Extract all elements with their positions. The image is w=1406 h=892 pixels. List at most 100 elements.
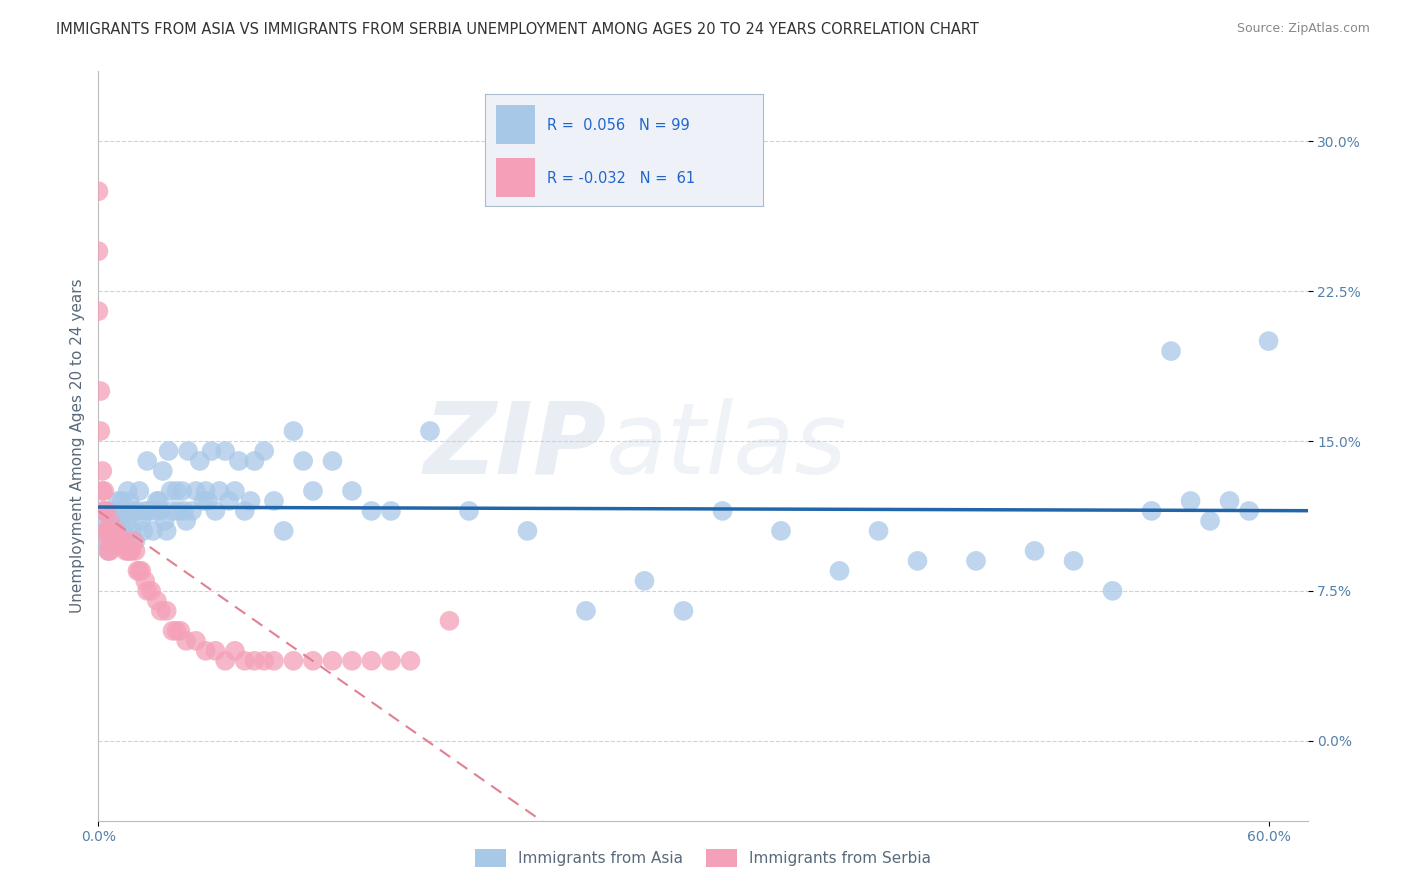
- Point: [121, 524, 143, 538]
- Point: [107, 533, 129, 548]
- Point: [1257, 334, 1279, 348]
- Point: [124, 533, 146, 548]
- Point: [112, 533, 135, 548]
- Point: [103, 504, 125, 518]
- Point: [321, 454, 343, 468]
- Point: [118, 494, 141, 508]
- Point: [142, 524, 165, 538]
- Point: [224, 483, 246, 498]
- Point: [107, 524, 129, 538]
- Point: [174, 633, 197, 648]
- Point: [117, 514, 139, 528]
- Point: [124, 544, 146, 558]
- Point: [283, 424, 305, 438]
- Point: [169, 624, 191, 638]
- Point: [253, 654, 276, 668]
- Point: [104, 524, 127, 538]
- Point: [104, 524, 127, 538]
- Point: [146, 494, 169, 508]
- Point: [122, 533, 145, 548]
- Point: [965, 554, 987, 568]
- Point: [769, 524, 792, 538]
- Point: [188, 454, 211, 468]
- Point: [184, 483, 207, 498]
- Point: [243, 654, 266, 668]
- Point: [263, 654, 285, 668]
- Text: ZIP: ZIP: [423, 398, 606, 494]
- Point: [194, 644, 217, 658]
- Point: [283, 654, 305, 668]
- Point: [128, 564, 150, 578]
- Point: [302, 483, 325, 498]
- Point: [146, 594, 169, 608]
- Point: [97, 524, 120, 538]
- Point: [193, 494, 215, 508]
- Point: [208, 483, 231, 498]
- Point: [380, 504, 402, 518]
- Point: [233, 654, 256, 668]
- Point: [263, 494, 285, 508]
- Text: Source: ZipAtlas.com: Source: ZipAtlas.com: [1237, 22, 1371, 36]
- Point: [200, 444, 222, 458]
- Point: [93, 504, 115, 518]
- Point: [1237, 504, 1260, 518]
- Point: [165, 483, 187, 498]
- Point: [162, 624, 184, 638]
- Point: [101, 524, 124, 538]
- Point: [93, 483, 115, 498]
- Point: [194, 483, 217, 498]
- Point: [167, 504, 190, 518]
- Point: [114, 504, 136, 518]
- Point: [107, 504, 129, 518]
- Point: [575, 604, 598, 618]
- Point: [132, 524, 155, 538]
- Point: [273, 524, 295, 538]
- Point: [292, 454, 315, 468]
- Point: [91, 504, 114, 518]
- Point: [1101, 583, 1123, 598]
- Point: [516, 524, 538, 538]
- Point: [111, 533, 134, 548]
- Point: [233, 504, 256, 518]
- Point: [340, 654, 363, 668]
- Point: [89, 424, 111, 438]
- Point: [96, 524, 118, 538]
- Point: [253, 444, 276, 458]
- Point: [139, 583, 162, 598]
- Point: [87, 304, 110, 318]
- Point: [98, 544, 121, 558]
- Point: [197, 494, 219, 508]
- Point: [1199, 514, 1222, 528]
- Point: [97, 544, 120, 558]
- Point: [157, 444, 180, 458]
- Y-axis label: Unemployment Among Ages 20 to 24 years: Unemployment Among Ages 20 to 24 years: [69, 278, 84, 614]
- Point: [153, 514, 176, 528]
- Point: [97, 524, 120, 538]
- Point: [136, 583, 159, 598]
- Point: [360, 654, 382, 668]
- Point: [458, 504, 481, 518]
- Point: [419, 424, 441, 438]
- Point: [162, 504, 184, 518]
- Point: [134, 574, 156, 588]
- Point: [127, 504, 149, 518]
- Point: [101, 533, 124, 548]
- Point: [136, 454, 159, 468]
- Point: [108, 514, 131, 528]
- Point: [165, 624, 187, 638]
- Point: [1180, 494, 1202, 508]
- Point: [122, 504, 145, 518]
- Point: [172, 483, 194, 498]
- Point: [243, 454, 266, 468]
- Legend: Immigrants from Asia, Immigrants from Serbia: Immigrants from Asia, Immigrants from Se…: [470, 843, 936, 873]
- Point: [152, 464, 174, 478]
- Point: [156, 604, 179, 618]
- Point: [1219, 494, 1241, 508]
- Point: [672, 604, 695, 618]
- Point: [108, 533, 131, 548]
- Point: [149, 604, 172, 618]
- Point: [177, 444, 200, 458]
- Point: [112, 524, 135, 538]
- Point: [103, 533, 125, 548]
- Point: [239, 494, 262, 508]
